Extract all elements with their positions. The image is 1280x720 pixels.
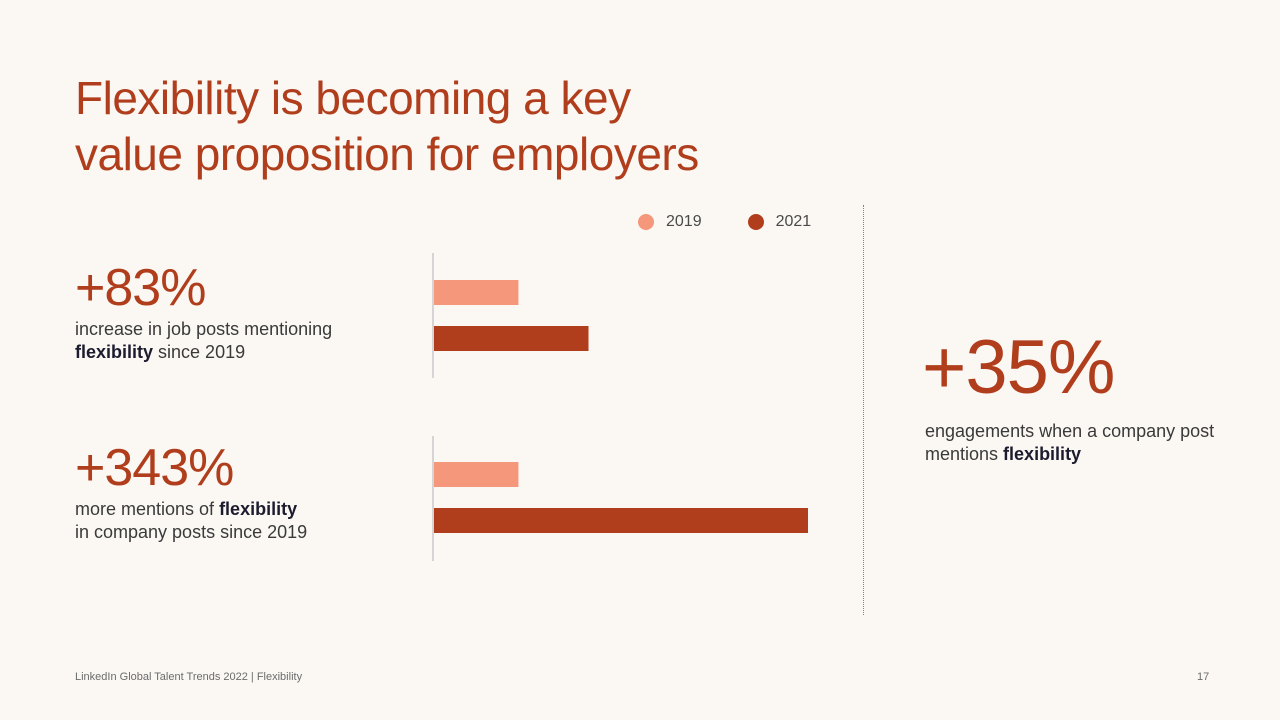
title-line-2: value proposition for employers — [75, 128, 699, 180]
vertical-divider — [863, 205, 864, 615]
stat-desc-job-posts-text: increase in job posts mentioning — [75, 319, 333, 339]
stat-desc-company-posts-pre: more mentions of — [75, 499, 220, 519]
bar-group1-2019 — [434, 280, 519, 305]
stat-desc-engagements-bold: flexibility — [1003, 444, 1082, 464]
legend-label-2019: 2019 — [666, 213, 702, 230]
stat-desc-engagements: engagements when a company post mentions… — [925, 420, 1225, 466]
stat-desc-company-posts-post: in company posts since 2019 — [75, 522, 308, 542]
legend-dot-2019 — [638, 214, 654, 230]
bar-group2-2021 — [434, 508, 808, 533]
stat-value-engagements: +35% — [922, 325, 1115, 410]
bar-group1-2021 — [434, 326, 589, 351]
page-number: 17 — [1197, 671, 1210, 683]
stat-value-company-posts: +343% — [75, 439, 234, 497]
stat-desc-job-posts-bold: flexibility — [75, 342, 154, 362]
legend-item-2021: 2021 — [747, 213, 812, 231]
legend-dot-2021 — [747, 214, 764, 230]
bars-group — [434, 280, 808, 533]
stat-desc-company-posts: more mentions of flexibility in company … — [75, 498, 307, 544]
stat-desc-job-posts: increase in job posts mentioning flexibi… — [75, 318, 332, 364]
footer-source: LinkedIn Global Talent Trends 2022 | Fle… — [75, 671, 303, 683]
bar-group2-2019 — [434, 462, 519, 487]
page-title: Flexibility is becoming a key value prop… — [75, 70, 835, 182]
stat-desc-job-posts-post: since 2019 — [153, 342, 246, 362]
legend-item-2019: 2019 — [638, 213, 702, 231]
stat-desc-engagements-pre: engagements when a company post mentions — [925, 421, 1215, 464]
title-line-1: Flexibility is becoming a key — [75, 72, 631, 124]
legend-label-2021: 2021 — [775, 213, 812, 230]
chart-legend: 2019 2021 — [638, 213, 811, 231]
stat-value-job-posts: +83% — [75, 259, 206, 317]
stat-desc-company-posts-bold: flexibility — [219, 499, 298, 519]
